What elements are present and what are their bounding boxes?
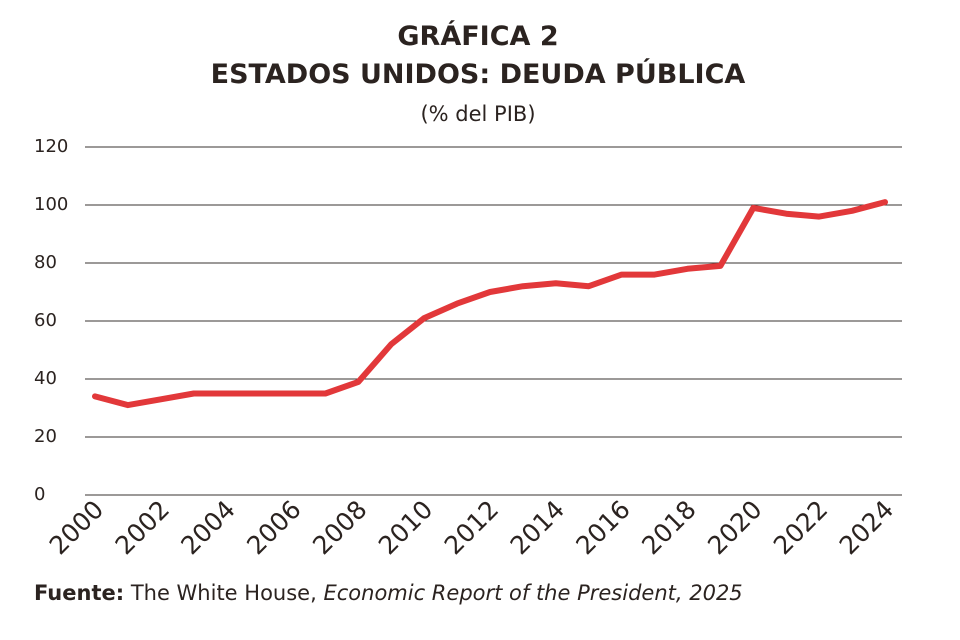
y-tick-label: 40 [34,368,57,389]
y-tick-label: 20 [34,426,57,447]
x-tick-label: 2022 [768,495,833,560]
x-tick-label: 2014 [505,495,570,560]
x-tick-label: 2010 [373,495,438,560]
chart-title: GRÁFICA 2 [397,20,558,52]
y-tick-label: 100 [34,194,68,215]
y-tick-label: 80 [34,252,57,273]
data-line [92,199,888,409]
source-text: The White House, [130,581,317,605]
x-tick-label: 2004 [175,495,240,560]
x-tick-label: 2024 [834,495,899,560]
y-tick-label: 120 [34,136,68,157]
x-tick-label: 2002 [110,495,175,560]
x-tick-label: 2018 [636,495,701,560]
unit-label: (% del PIB) [420,102,535,126]
x-tick-label: 2000 [44,495,109,560]
chart-subtitle: ESTADOS UNIDOS: DEUDA PÚBLICA [211,58,746,90]
source: Fuente: The White House, Economic Report… [34,581,743,605]
source-label: Fuente: [34,581,124,605]
source-italic: Economic Report of the President, 2025 [323,581,742,605]
x-tick-label: 2020 [702,495,767,560]
y-tick-label: 60 [34,310,57,331]
x-tick-label: 2012 [439,495,504,560]
x-tick-label: 2016 [570,495,635,560]
x-tick-label: 2006 [241,495,306,560]
x-tick-label: 2008 [307,495,372,560]
y-tick-label: 0 [34,484,45,505]
